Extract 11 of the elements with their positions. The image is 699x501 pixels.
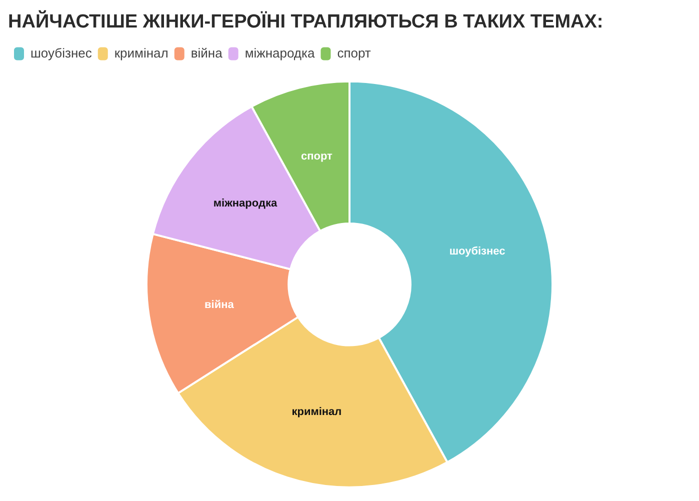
legend-label: війна	[190, 45, 224, 60]
legend-label: спорт	[337, 45, 371, 60]
chart-title: НАЙЧАСТІШЕ ЖІНКИ-ГЕРОЇНІ ТРАПЛЯЮТЬСЯ В ТАКИХ ТЕМАХ:	[8, 10, 604, 33]
legend-label: міжнародка	[244, 45, 316, 60]
slice-label: війна	[204, 299, 235, 312]
legend-label: шоубізнес	[30, 45, 92, 60]
slice-label: міжнародка	[213, 198, 278, 210]
legend-label: кримінал	[114, 45, 168, 60]
slice-label: шоубізнес	[449, 246, 506, 258]
slice-label: кримінал	[292, 406, 342, 418]
slice-label: спорт	[300, 150, 334, 163]
